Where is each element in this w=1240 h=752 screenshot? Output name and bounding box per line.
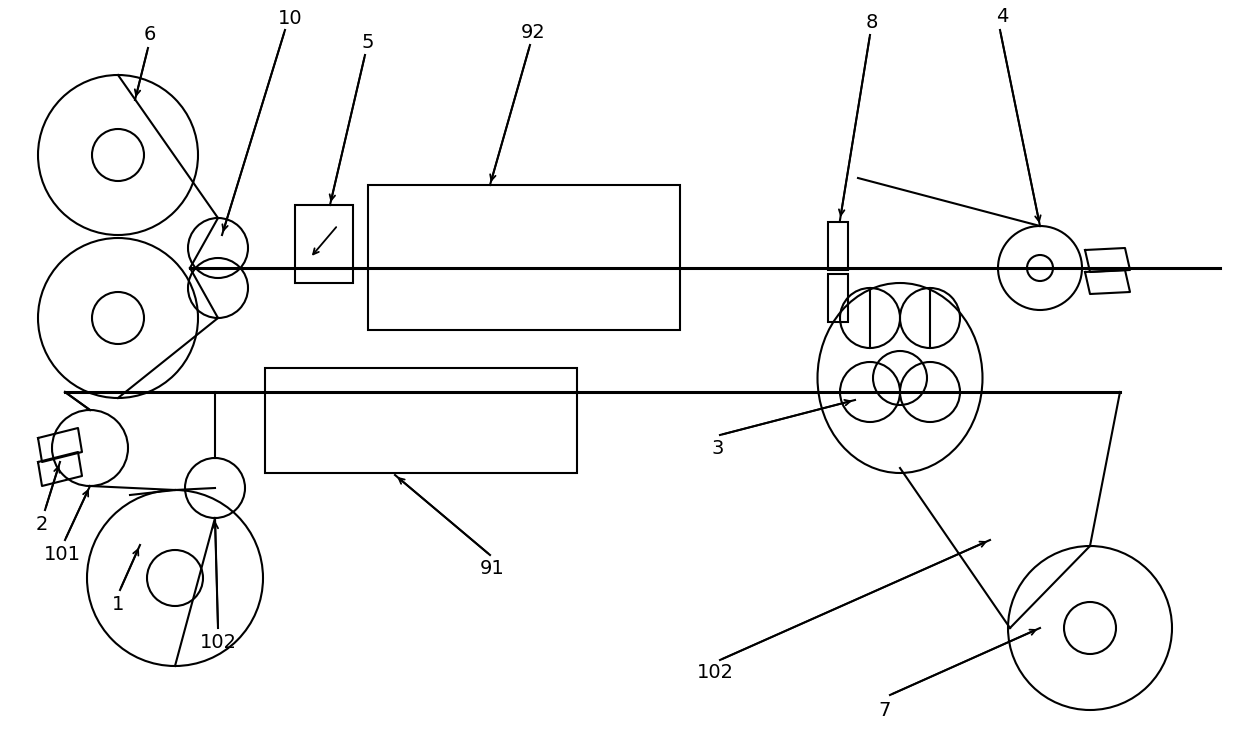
Text: 6: 6 [144, 26, 156, 44]
Text: 10: 10 [278, 8, 303, 28]
Text: 102: 102 [200, 632, 237, 651]
Text: 1: 1 [112, 596, 124, 614]
Text: 4: 4 [996, 8, 1008, 26]
Text: 3: 3 [712, 438, 724, 457]
Text: 5: 5 [362, 32, 374, 51]
Text: 102: 102 [697, 663, 734, 683]
Text: 91: 91 [480, 559, 505, 578]
Text: 2: 2 [36, 514, 48, 533]
Bar [828, 222, 848, 270]
Bar [368, 185, 680, 330]
Text: 7: 7 [879, 701, 892, 720]
Bar [265, 368, 577, 473]
Bar [295, 205, 353, 283]
Bar [828, 274, 848, 322]
Text: 8: 8 [866, 13, 878, 32]
Text: 101: 101 [43, 545, 81, 565]
Text: 92: 92 [521, 23, 546, 41]
